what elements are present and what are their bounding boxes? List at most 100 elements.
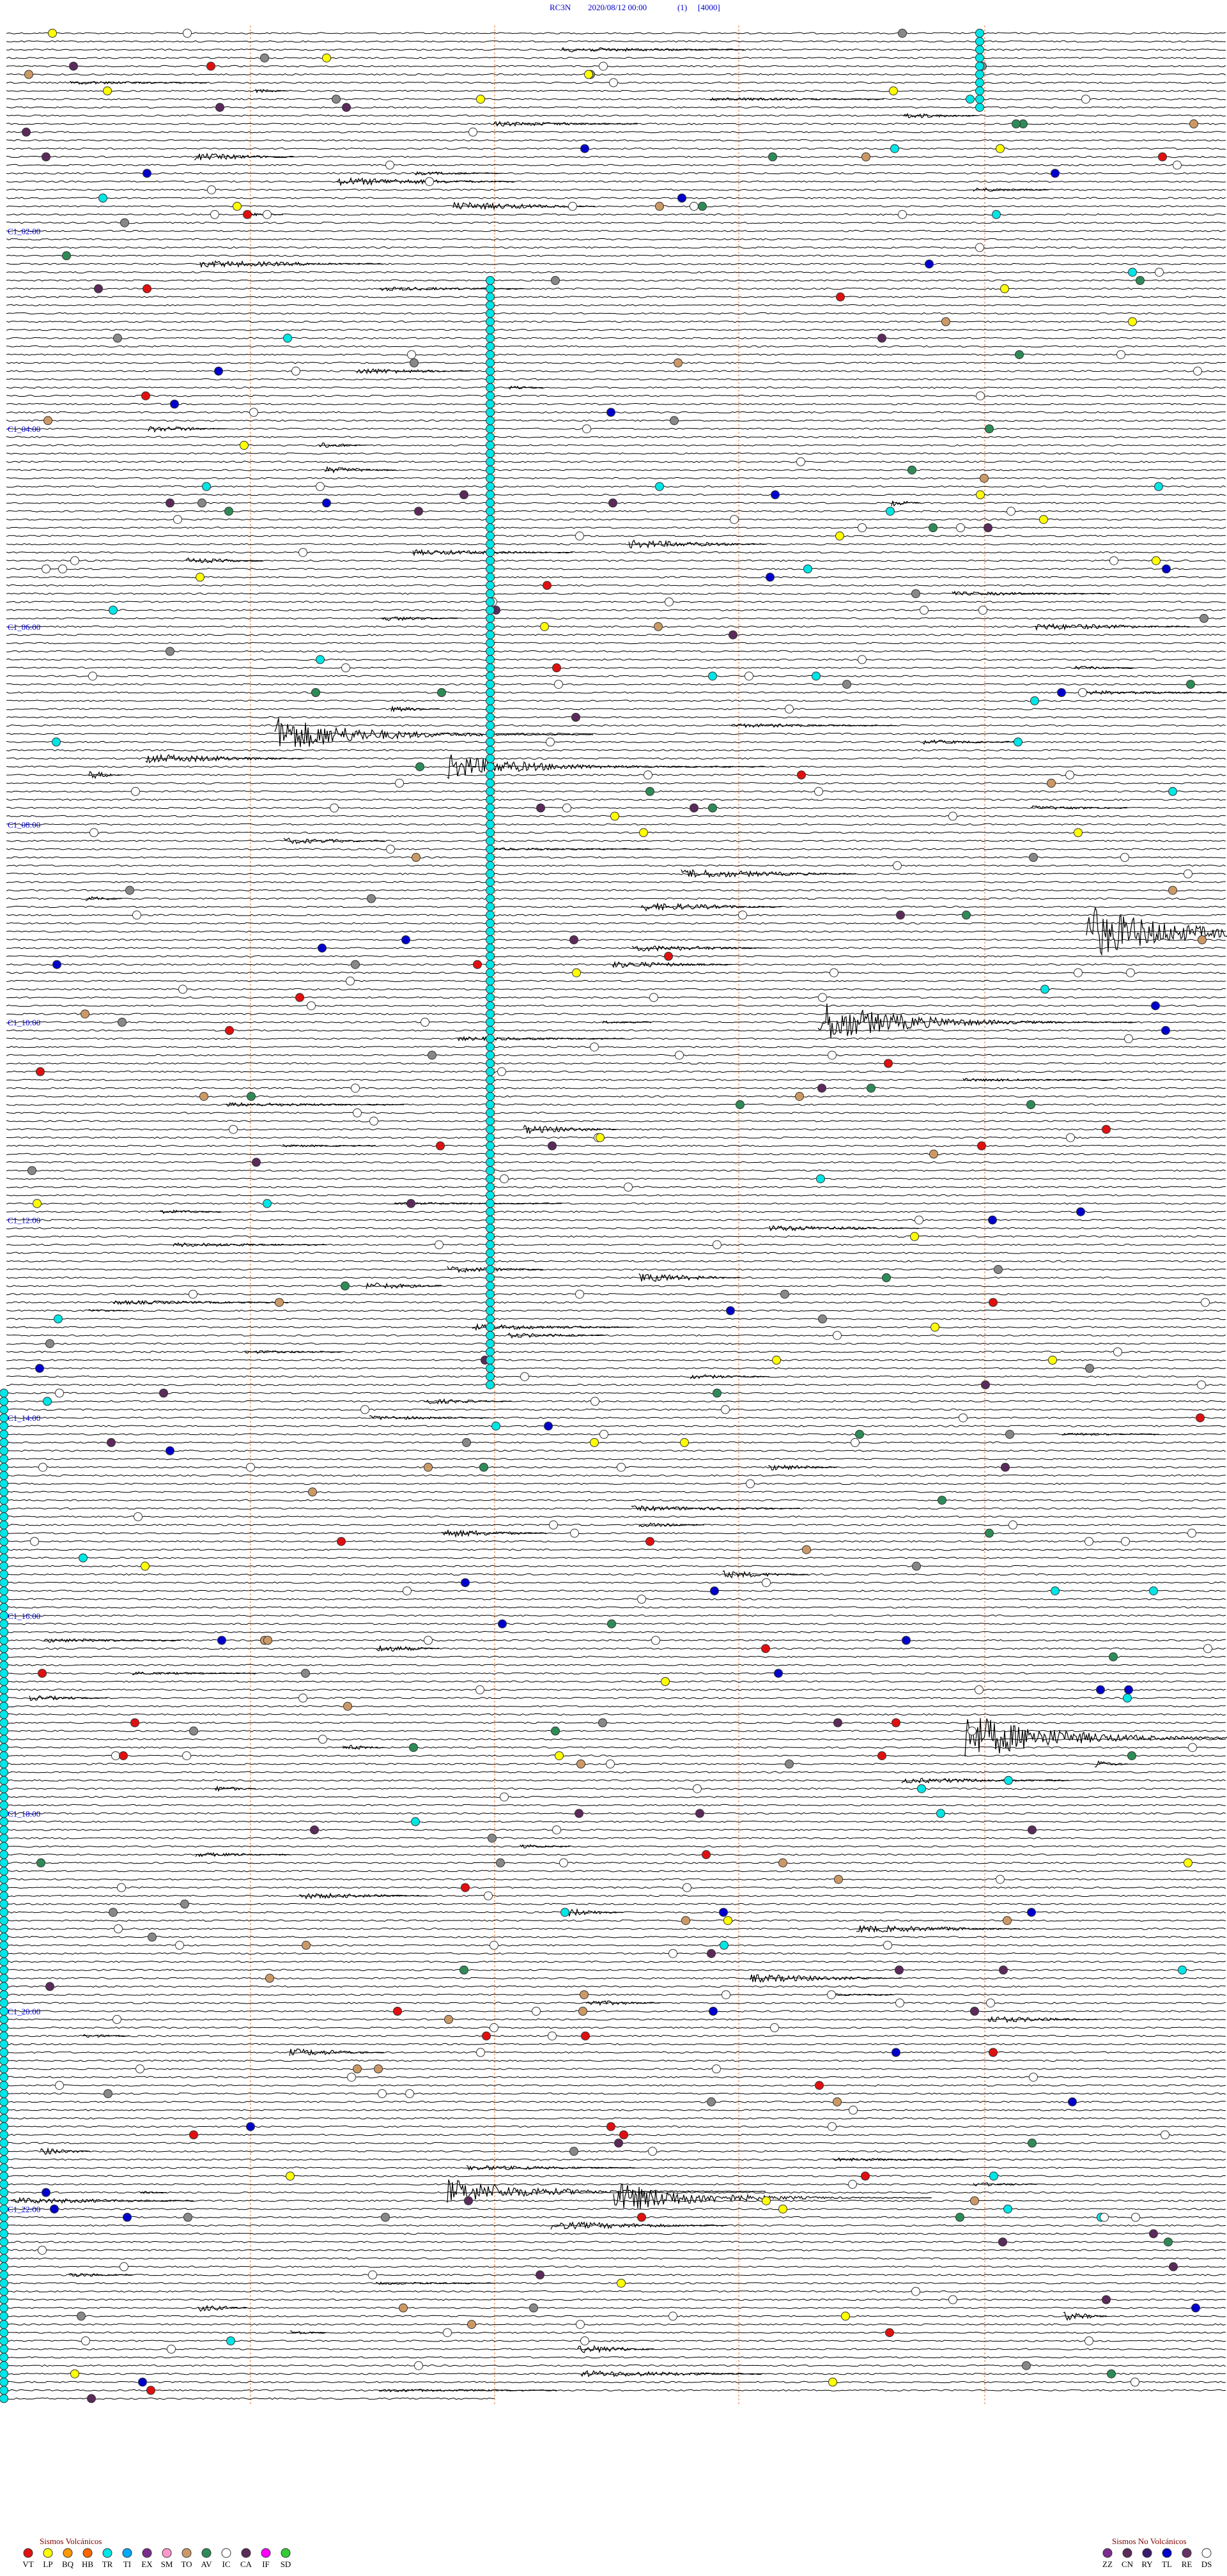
event-marker xyxy=(720,1940,729,1950)
trace xyxy=(6,551,1226,554)
event-marker xyxy=(0,2105,8,2115)
event-marker xyxy=(342,103,351,112)
event-marker xyxy=(486,1232,495,1241)
burst xyxy=(226,1101,404,1107)
event-marker xyxy=(614,2138,623,2148)
burst xyxy=(681,869,857,878)
trace xyxy=(6,436,1226,438)
event-marker xyxy=(736,1100,745,1109)
event-marker xyxy=(70,556,79,565)
event-marker xyxy=(548,2031,557,2041)
trace xyxy=(6,1771,1226,1774)
legend-title: Sismos Volcánicos xyxy=(40,2536,102,2546)
event-marker xyxy=(861,2172,870,2181)
event-marker xyxy=(891,1718,900,1728)
event-marker xyxy=(654,622,663,631)
event-marker xyxy=(914,1215,923,1225)
trace xyxy=(6,1004,1226,1007)
event-marker xyxy=(851,1438,860,1447)
event-marker xyxy=(104,2089,112,2098)
legend-label: RE xyxy=(1182,2559,1192,2569)
event-marker xyxy=(532,2007,541,2016)
trace xyxy=(6,864,1226,867)
event-marker xyxy=(486,1001,495,1011)
burst xyxy=(631,1505,801,1512)
event-marker xyxy=(833,2097,842,2106)
event-marker xyxy=(1158,152,1167,162)
trace xyxy=(6,1433,1226,1436)
event-marker xyxy=(0,1586,8,1596)
event-marker xyxy=(1203,1644,1212,1653)
trace xyxy=(6,1928,1226,1930)
trace xyxy=(6,485,1226,488)
event-marker xyxy=(138,2377,147,2387)
event-marker xyxy=(45,1982,54,1991)
burst xyxy=(508,385,544,390)
event-marker xyxy=(79,1553,88,1563)
event-marker xyxy=(399,2303,408,2313)
trace xyxy=(6,1738,1226,1741)
event-marker xyxy=(898,210,907,219)
trace xyxy=(6,477,1226,480)
event-marker xyxy=(708,803,717,813)
event-marker xyxy=(1128,317,1137,326)
event-marker xyxy=(1191,2303,1200,2313)
event-marker xyxy=(226,2336,235,2345)
event-marker xyxy=(0,2278,8,2288)
event-marker xyxy=(0,1940,8,1950)
event-marker xyxy=(529,2303,538,2313)
events xyxy=(0,29,1212,2404)
event-marker xyxy=(298,1693,307,1703)
time-label: C1_20:00 xyxy=(8,2007,40,2016)
event-marker xyxy=(291,366,300,376)
event-marker xyxy=(0,1809,8,1818)
trace xyxy=(6,2216,1226,2219)
event-marker xyxy=(1128,268,1137,277)
event-marker xyxy=(0,2352,8,2362)
event-marker xyxy=(486,845,495,854)
trace xyxy=(6,790,1226,793)
event-marker xyxy=(341,1281,350,1291)
event-marker xyxy=(197,498,206,508)
trace xyxy=(6,1169,1226,1172)
event-marker xyxy=(0,1561,8,1571)
event-trace xyxy=(613,2183,932,2209)
event-marker xyxy=(796,457,805,466)
event-marker xyxy=(785,1759,794,1768)
event-marker xyxy=(229,1124,238,1134)
event-marker xyxy=(0,2344,8,2354)
event-marker xyxy=(0,1924,8,1933)
event-marker xyxy=(486,729,495,739)
event-marker xyxy=(1107,2369,1116,2379)
event-marker xyxy=(486,1273,495,1282)
trace xyxy=(6,1869,1226,1873)
event-marker xyxy=(486,1116,495,1126)
trace xyxy=(6,633,1226,636)
event-marker xyxy=(486,317,495,326)
event-marker xyxy=(461,1578,470,1588)
event-marker xyxy=(0,2287,8,2296)
event-marker xyxy=(415,762,424,772)
trace xyxy=(6,2183,1226,2186)
event-marker xyxy=(69,61,78,71)
trace xyxy=(6,1680,1226,1683)
burst xyxy=(1061,1432,1159,1436)
event-marker xyxy=(858,523,867,532)
event-marker xyxy=(0,2312,8,2321)
legend-label: VT xyxy=(22,2559,33,2569)
event-marker xyxy=(581,2031,590,2041)
event-marker xyxy=(721,1405,730,1414)
trace xyxy=(6,749,1226,752)
event-marker xyxy=(584,70,593,79)
burst xyxy=(390,705,440,713)
legend-label: HB xyxy=(82,2559,93,2569)
event-marker xyxy=(437,688,446,697)
event-marker xyxy=(486,869,495,878)
trace xyxy=(6,930,1226,933)
burst xyxy=(750,1974,901,1983)
event-marker xyxy=(351,960,360,969)
event-marker xyxy=(975,78,984,88)
event-marker xyxy=(461,1883,470,1892)
event-marker xyxy=(486,935,495,944)
index: (1) xyxy=(677,3,687,12)
